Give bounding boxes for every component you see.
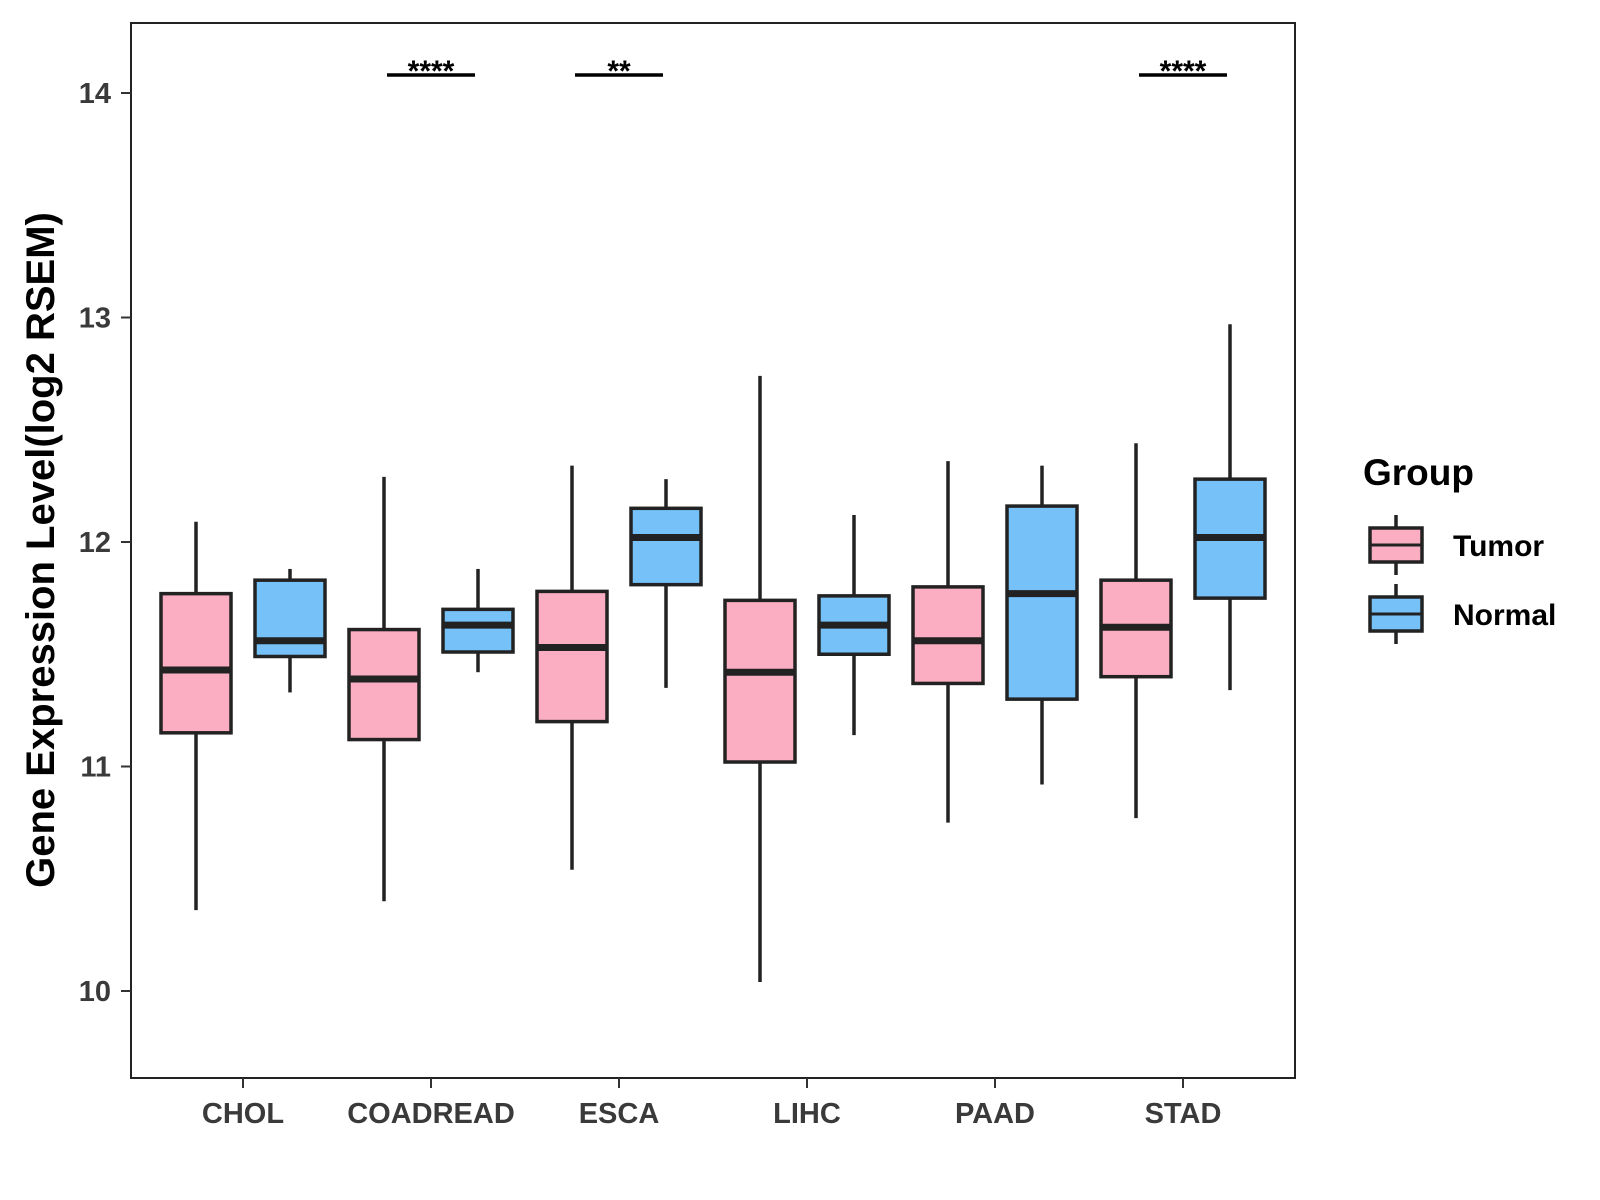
box-normal-esca — [629, 479, 703, 688]
y-tick-label: 13 — [79, 303, 111, 335]
box-normal-chol — [253, 568, 327, 693]
box-iqr — [911, 585, 985, 686]
box-iqr — [347, 627, 421, 742]
axis-layer: 10 11 12 13 14 CHOL COADREAD ESCA LIHC PAAD STAD — [79, 78, 1222, 1130]
significance-label: **** — [408, 55, 455, 88]
x-tick-label: ESCA — [579, 1098, 660, 1130]
x-tick-label: STAD — [1145, 1098, 1222, 1130]
box-iqr — [723, 598, 797, 764]
box-iqr — [253, 578, 327, 659]
box-normal-lihc — [817, 515, 891, 736]
legend: Group Tumor Normal — [1363, 452, 1556, 644]
box-iqr — [1005, 504, 1079, 701]
y-tick-label: 11 — [80, 752, 111, 784]
legend-entry-tumor: Tumor — [1368, 515, 1544, 575]
box-iqr — [535, 589, 609, 724]
box-tumor-paad — [911, 461, 985, 823]
x-tick-label: CHOL — [202, 1098, 284, 1130]
legend-label: Normal — [1453, 599, 1556, 632]
box-iqr — [441, 607, 515, 654]
box-iqr — [159, 591, 233, 735]
legend-entry-normal: Normal — [1368, 584, 1556, 644]
y-axis-title: Gene Expression Level(log2 RSEM) — [19, 212, 63, 888]
legend-label: Tumor — [1453, 530, 1544, 563]
box-normal-paad — [1005, 465, 1079, 785]
box-tumor-lihc — [723, 375, 797, 983]
significance-esca: ** — [575, 55, 663, 88]
plot-panel-border — [130, 22, 1296, 1079]
x-tick-label: LIHC — [773, 1098, 841, 1130]
y-tick-label: 12 — [79, 527, 111, 559]
box-normal-coadread — [441, 568, 515, 673]
box-tumor-stad — [1099, 443, 1173, 819]
significance-label: ** — [607, 55, 631, 88]
box-tumor-chol — [159, 521, 233, 911]
y-tick-label: 10 — [79, 976, 111, 1008]
significance-coadread: **** — [387, 55, 475, 88]
plot-layer: **** ** **** — [159, 55, 1267, 983]
x-tick-label: COADREAD — [347, 1098, 515, 1130]
y-tick-label: 14 — [79, 78, 111, 110]
box-normal-stad — [1193, 324, 1267, 691]
box-tumor-esca — [535, 465, 609, 870]
significance-label: **** — [1160, 55, 1207, 88]
box-iqr — [629, 506, 703, 587]
box-tumor-coadread — [347, 476, 421, 902]
legend-title: Group — [1363, 452, 1474, 493]
x-tick-label: PAAD — [955, 1098, 1035, 1130]
significance-stad: **** — [1139, 55, 1227, 88]
